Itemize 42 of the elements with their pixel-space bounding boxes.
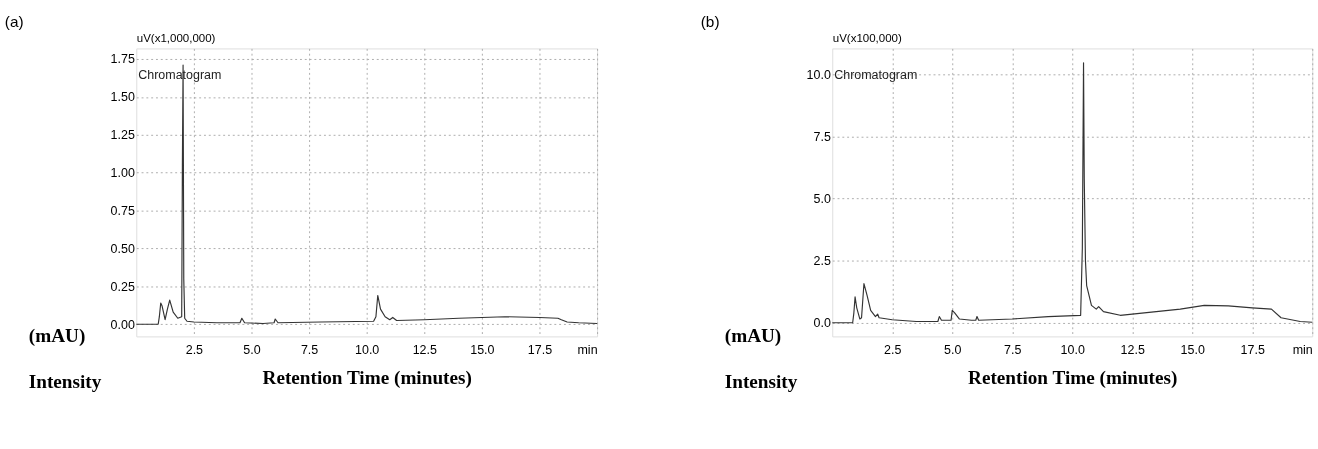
- y-tick-label: 1.50: [110, 90, 135, 105]
- y-axis-title: uV(x100,000): [832, 32, 902, 45]
- x-tick-label: 17.5: [527, 343, 553, 358]
- y-tick-label: 7.5: [813, 129, 831, 144]
- line-series: [831, 62, 1313, 324]
- y-tick-label: 2.5: [813, 254, 831, 269]
- y-tick-label: 0.0: [813, 316, 831, 331]
- text: (mAU): [724, 325, 782, 348]
- y-tick-label: 0.00: [110, 317, 135, 332]
- y-axis-title: uV(x1,000,000): [136, 32, 216, 45]
- line-series: [135, 64, 598, 325]
- y-tick-label: 0.25: [110, 279, 135, 294]
- x-tick-label: 15.0: [1180, 343, 1205, 358]
- x-tick-label: 15.0: [470, 343, 495, 358]
- x-tick-label: 12.5: [1120, 343, 1145, 358]
- x-tick-label: 5.0: [944, 343, 962, 358]
- x-axis-title: Retention Time (minutes): [262, 366, 472, 389]
- x-tick-label: 12.5: [412, 343, 437, 358]
- y-tick-label: 10.0: [806, 67, 831, 82]
- annotation: Chromatogram: [834, 68, 918, 83]
- x-tick-label: 10.0: [1060, 343, 1085, 358]
- y-tick-label: 0.50: [110, 241, 135, 256]
- x-axis-title: Retention Time (minutes): [968, 366, 1178, 389]
- y-tick-label: 0.75: [110, 203, 135, 218]
- x-tick-label: 10.0: [355, 343, 380, 358]
- text: (mAU): [28, 325, 86, 348]
- y-tick-label: 1.75: [110, 52, 135, 67]
- x-tick-label: 7.5: [300, 343, 319, 358]
- x-tick-label: min: [1292, 343, 1313, 358]
- text: Intensity: [724, 371, 798, 393]
- x-tick-label: 17.5: [1240, 343, 1265, 358]
- x-tick-label: 5.0: [243, 343, 261, 358]
- y-tick-label: 5.0: [813, 191, 831, 206]
- x-tick-label: 2.5: [884, 343, 902, 358]
- y-tick-label: 1.00: [110, 166, 135, 181]
- x-tick-label: 2.5: [185, 343, 204, 358]
- x-tick-label: min: [577, 343, 598, 358]
- text: Intensity: [28, 371, 102, 393]
- x-tick-label: 7.5: [1004, 343, 1022, 358]
- chart-title: (b): [700, 13, 720, 31]
- chart-title: (a): [4, 13, 24, 31]
- y-tick-label: 1.25: [110, 128, 135, 143]
